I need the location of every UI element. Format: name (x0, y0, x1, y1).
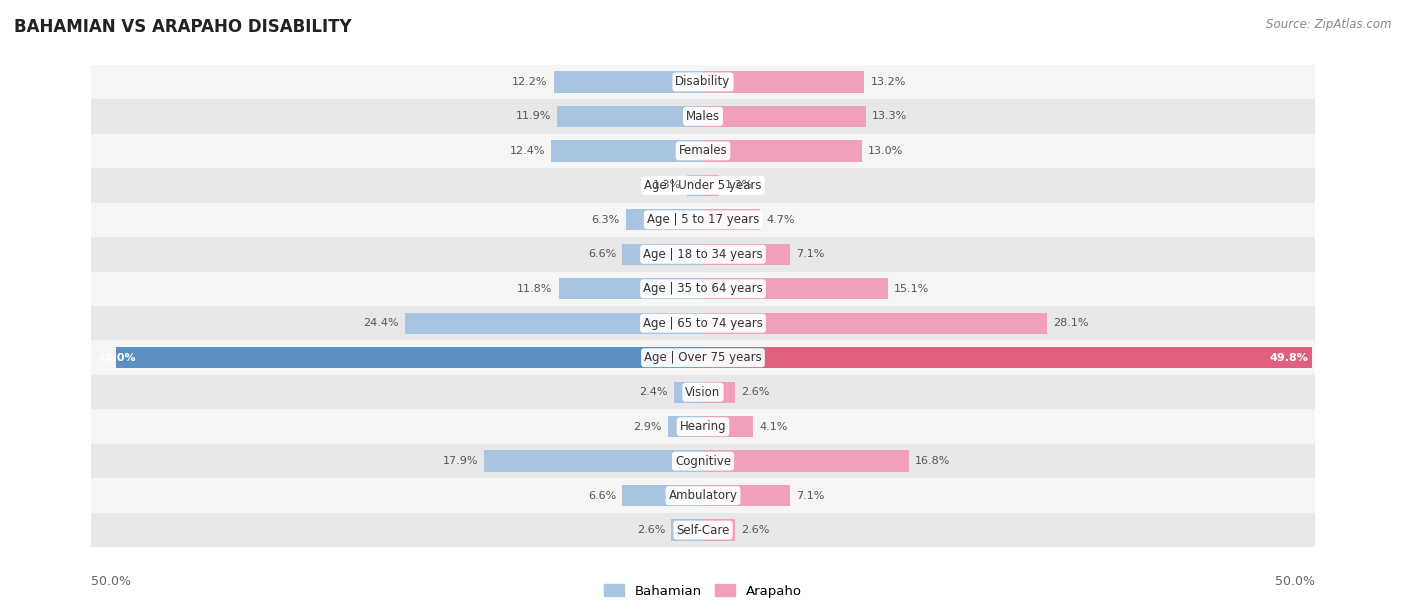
Bar (703, 381, 735, 403)
Text: 50.0%: 50.0% (1275, 575, 1315, 588)
Text: 2.6%: 2.6% (741, 387, 769, 397)
Text: Cognitive: Cognitive (675, 455, 731, 468)
Text: 15.1%: 15.1% (894, 284, 929, 294)
Bar (703, 278, 887, 299)
Bar (115, 347, 703, 368)
Text: Source: ZipAtlas.com: Source: ZipAtlas.com (1267, 18, 1392, 31)
Text: 12.4%: 12.4% (510, 146, 546, 156)
Text: 2.6%: 2.6% (741, 525, 769, 535)
Bar (703, 71, 865, 92)
Bar (91, 65, 1315, 99)
Bar (91, 203, 1315, 237)
Bar (626, 209, 703, 231)
Text: 28.1%: 28.1% (1053, 318, 1088, 328)
Bar (91, 409, 1315, 444)
Bar (91, 168, 1315, 203)
Bar (558, 278, 703, 299)
Bar (671, 520, 703, 541)
Bar (91, 99, 1315, 133)
Text: 11.8%: 11.8% (517, 284, 553, 294)
Bar (91, 306, 1315, 340)
Bar (703, 450, 908, 472)
Text: 2.9%: 2.9% (633, 422, 661, 431)
Text: Age | Under 5 years: Age | Under 5 years (644, 179, 762, 192)
Bar (668, 416, 703, 438)
Legend: Bahamian, Arapaho: Bahamian, Arapaho (599, 579, 807, 603)
Bar (91, 444, 1315, 479)
Bar (623, 485, 703, 506)
Bar (703, 520, 735, 541)
Text: 13.3%: 13.3% (872, 111, 907, 121)
Text: 7.1%: 7.1% (796, 249, 824, 259)
Bar (91, 237, 1315, 272)
Bar (405, 313, 703, 334)
Text: 4.7%: 4.7% (766, 215, 796, 225)
Text: 48.0%: 48.0% (97, 353, 136, 363)
Bar (688, 174, 703, 196)
Text: Age | 5 to 17 years: Age | 5 to 17 years (647, 214, 759, 226)
Text: 7.1%: 7.1% (796, 491, 824, 501)
Bar (703, 174, 718, 196)
Text: 6.6%: 6.6% (588, 491, 616, 501)
Bar (673, 381, 703, 403)
Text: Self-Care: Self-Care (676, 524, 730, 537)
Bar (623, 244, 703, 265)
Bar (91, 133, 1315, 168)
Text: 13.2%: 13.2% (870, 77, 905, 87)
Text: Hearing: Hearing (679, 420, 727, 433)
Bar (91, 513, 1315, 547)
Text: 24.4%: 24.4% (363, 318, 398, 328)
Text: 49.8%: 49.8% (1270, 353, 1309, 363)
Text: Males: Males (686, 110, 720, 123)
Bar (703, 244, 790, 265)
Bar (91, 272, 1315, 306)
Bar (551, 140, 703, 162)
Bar (703, 140, 862, 162)
Text: 6.6%: 6.6% (588, 249, 616, 259)
Text: 12.2%: 12.2% (512, 77, 548, 87)
Bar (703, 416, 754, 438)
Text: 13.0%: 13.0% (868, 146, 904, 156)
Text: 1.3%: 1.3% (652, 181, 681, 190)
Bar (703, 106, 866, 127)
Bar (703, 209, 761, 231)
Text: Vision: Vision (685, 386, 721, 398)
Text: Age | 65 to 74 years: Age | 65 to 74 years (643, 317, 763, 330)
Text: BAHAMIAN VS ARAPAHO DISABILITY: BAHAMIAN VS ARAPAHO DISABILITY (14, 18, 352, 36)
Bar (557, 106, 703, 127)
Text: 11.9%: 11.9% (516, 111, 551, 121)
Bar (703, 313, 1046, 334)
Text: Age | 18 to 34 years: Age | 18 to 34 years (643, 248, 763, 261)
Bar (554, 71, 703, 92)
Text: 4.1%: 4.1% (759, 422, 787, 431)
Text: Age | 35 to 64 years: Age | 35 to 64 years (643, 282, 763, 295)
Text: 16.8%: 16.8% (915, 456, 950, 466)
Text: Disability: Disability (675, 75, 731, 88)
Text: 2.4%: 2.4% (638, 387, 668, 397)
Text: 6.3%: 6.3% (592, 215, 620, 225)
Text: 2.6%: 2.6% (637, 525, 665, 535)
Text: Age | Over 75 years: Age | Over 75 years (644, 351, 762, 364)
Bar (91, 479, 1315, 513)
Text: 50.0%: 50.0% (91, 575, 131, 588)
Bar (484, 450, 703, 472)
Bar (91, 340, 1315, 375)
Text: Ambulatory: Ambulatory (668, 489, 738, 502)
Bar (703, 347, 1312, 368)
Text: 1.3%: 1.3% (725, 181, 754, 190)
Bar (91, 375, 1315, 409)
Text: Females: Females (679, 144, 727, 157)
Bar (703, 485, 790, 506)
Text: 17.9%: 17.9% (443, 456, 478, 466)
